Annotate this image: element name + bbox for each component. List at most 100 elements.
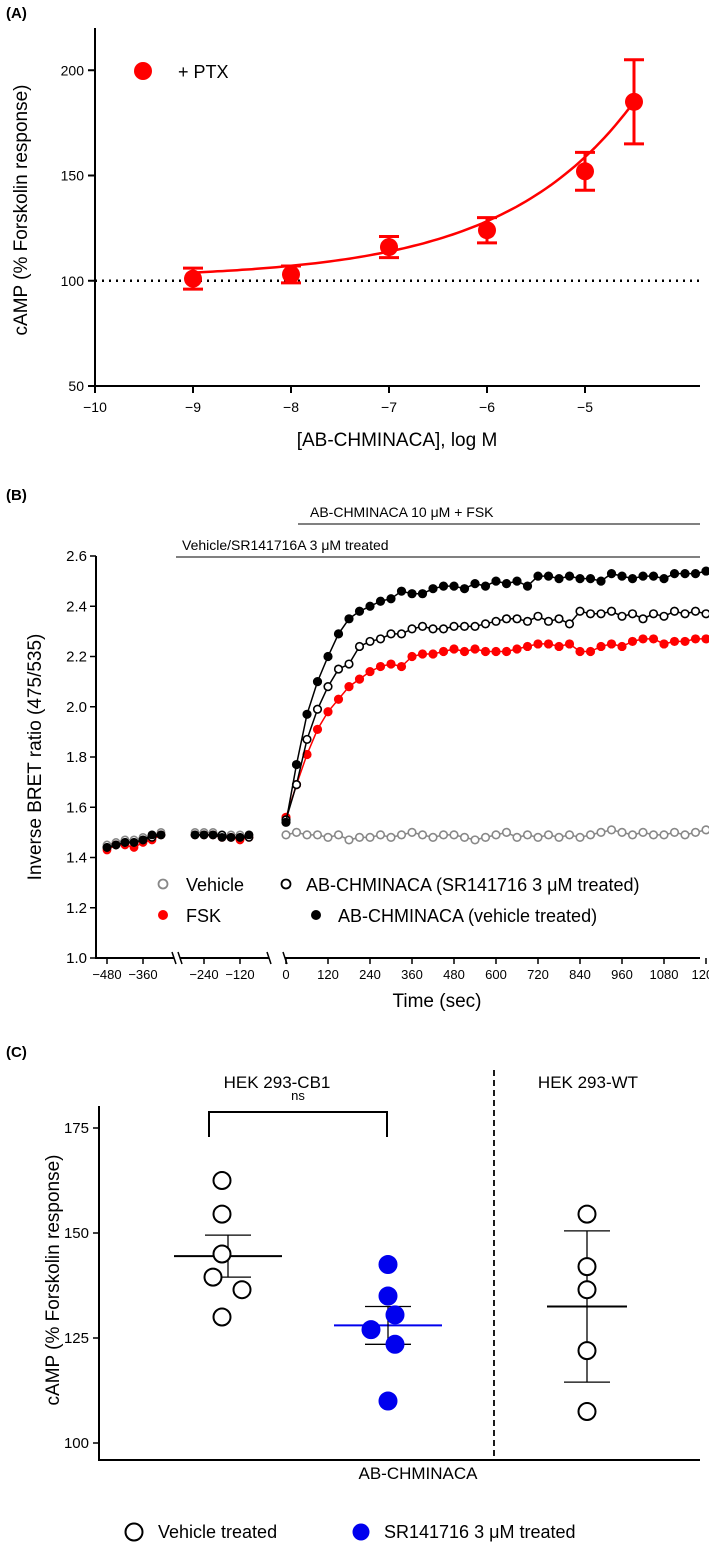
y-tick-label: 100	[64, 1435, 89, 1452]
data-point	[577, 1280, 597, 1300]
panel-c-axes	[98, 1106, 700, 1461]
series-point	[396, 830, 407, 840]
series-point	[281, 830, 291, 840]
y-tick-label: 150	[64, 1225, 89, 1242]
legend-marker-fsk	[158, 910, 168, 920]
x-tick-label: −5	[577, 399, 593, 415]
series-point	[449, 621, 459, 631]
panel-b: (B) AB-CHMINACA 10 μM + FSK Vehicle/SR14…	[6, 487, 709, 1012]
y-tick-label: 50	[68, 378, 84, 394]
panel-b-x-axis-label: Time (sec)	[392, 991, 481, 1012]
panel-a-data-points	[183, 58, 644, 291]
series-point	[533, 611, 543, 621]
series-point	[648, 830, 659, 840]
series-point	[438, 581, 449, 591]
series-point	[501, 579, 512, 589]
legend-label-veh-treated: AB-CHMINACA (vehicle treated)	[338, 906, 597, 926]
baseline-point	[217, 833, 227, 842]
baseline-point	[199, 830, 209, 840]
panel-b-series	[102, 566, 709, 855]
series-point	[701, 566, 709, 576]
data-point	[378, 1286, 398, 1306]
series-point	[522, 581, 533, 591]
series-point	[659, 611, 669, 621]
y-tick-label: 2.6	[66, 548, 87, 565]
series-point	[491, 646, 501, 657]
series-point	[375, 830, 386, 840]
panel-a-fit-curve	[192, 101, 635, 274]
series-point	[375, 661, 386, 672]
series-point	[543, 639, 554, 649]
series-point	[470, 621, 480, 631]
series-point	[323, 682, 333, 692]
series-point	[533, 639, 543, 649]
legend-marker-sr-treated	[352, 1523, 370, 1541]
data-point	[212, 1204, 232, 1224]
series-point	[470, 579, 480, 589]
series-point	[365, 636, 375, 647]
data-point	[282, 265, 300, 284]
series-point	[659, 639, 669, 649]
series-point	[407, 589, 417, 599]
series-point	[501, 646, 512, 657]
baseline-point	[102, 843, 112, 852]
legend-label-vehicle-treated: Vehicle treated	[158, 1522, 277, 1542]
baseline-point	[244, 830, 254, 840]
series-point	[302, 734, 312, 745]
x-tick-label: −7	[381, 399, 397, 415]
x-tick-label: −8	[283, 399, 299, 415]
series-point	[669, 606, 680, 616]
data-point	[380, 238, 398, 257]
series-point	[470, 835, 480, 845]
panel-b-axes	[95, 556, 700, 959]
series-point	[365, 832, 375, 843]
series-point	[417, 830, 428, 840]
series-point	[438, 830, 449, 840]
series-point	[564, 639, 575, 649]
panel-b-x-ticks: −480 −360 −240 −120 0 120 240 360 480 600 720 840 96…	[92, 958, 709, 982]
series-point	[596, 827, 606, 837]
series-point	[575, 646, 585, 657]
series-point	[690, 634, 701, 644]
series-point	[585, 646, 596, 657]
series-point	[480, 581, 491, 591]
series-point	[690, 606, 701, 616]
group-2	[547, 1204, 627, 1421]
data-point	[577, 1341, 597, 1361]
baseline-point	[120, 838, 130, 847]
series-point	[438, 624, 449, 634]
series-point	[459, 646, 470, 657]
series-point	[680, 568, 690, 579]
y-tick-label: 200	[61, 62, 85, 78]
series-point	[312, 830, 323, 840]
series-point	[407, 624, 417, 634]
series-3	[102, 566, 709, 852]
series-point	[638, 571, 648, 581]
series-point	[554, 641, 564, 652]
x-tick-label: 360	[401, 967, 423, 982]
series-point	[386, 629, 396, 639]
series-point	[438, 646, 449, 657]
panel-b-y-ticks: 1.0 1.2 1.4 1.6 1.8 2.0 2.2 2.4 2.6	[66, 548, 96, 967]
baseline-point	[226, 833, 236, 842]
series-point	[648, 609, 659, 619]
panel-c-legend: Vehicle treated SR141716 3 μM treated	[124, 1522, 576, 1542]
legend-label-vehicle: Vehicle	[186, 875, 244, 895]
series-point	[470, 644, 480, 654]
series-point	[554, 614, 564, 624]
panel-c-y-ticks: 100 125 150 175	[64, 1120, 99, 1452]
baseline-point	[147, 830, 157, 840]
series-point	[291, 759, 302, 770]
series-point	[396, 629, 407, 639]
data-point	[184, 269, 202, 288]
series-point	[365, 601, 375, 611]
series-point	[333, 664, 344, 674]
y-tick-label: 1.8	[66, 749, 87, 766]
data-point	[576, 162, 594, 181]
series-1	[102, 634, 709, 855]
panel-c-label: (C)	[6, 1044, 27, 1061]
y-tick-label: 175	[64, 1120, 89, 1137]
panel-a-legend-marker	[134, 62, 152, 80]
panel-a-label: (A)	[6, 5, 27, 22]
